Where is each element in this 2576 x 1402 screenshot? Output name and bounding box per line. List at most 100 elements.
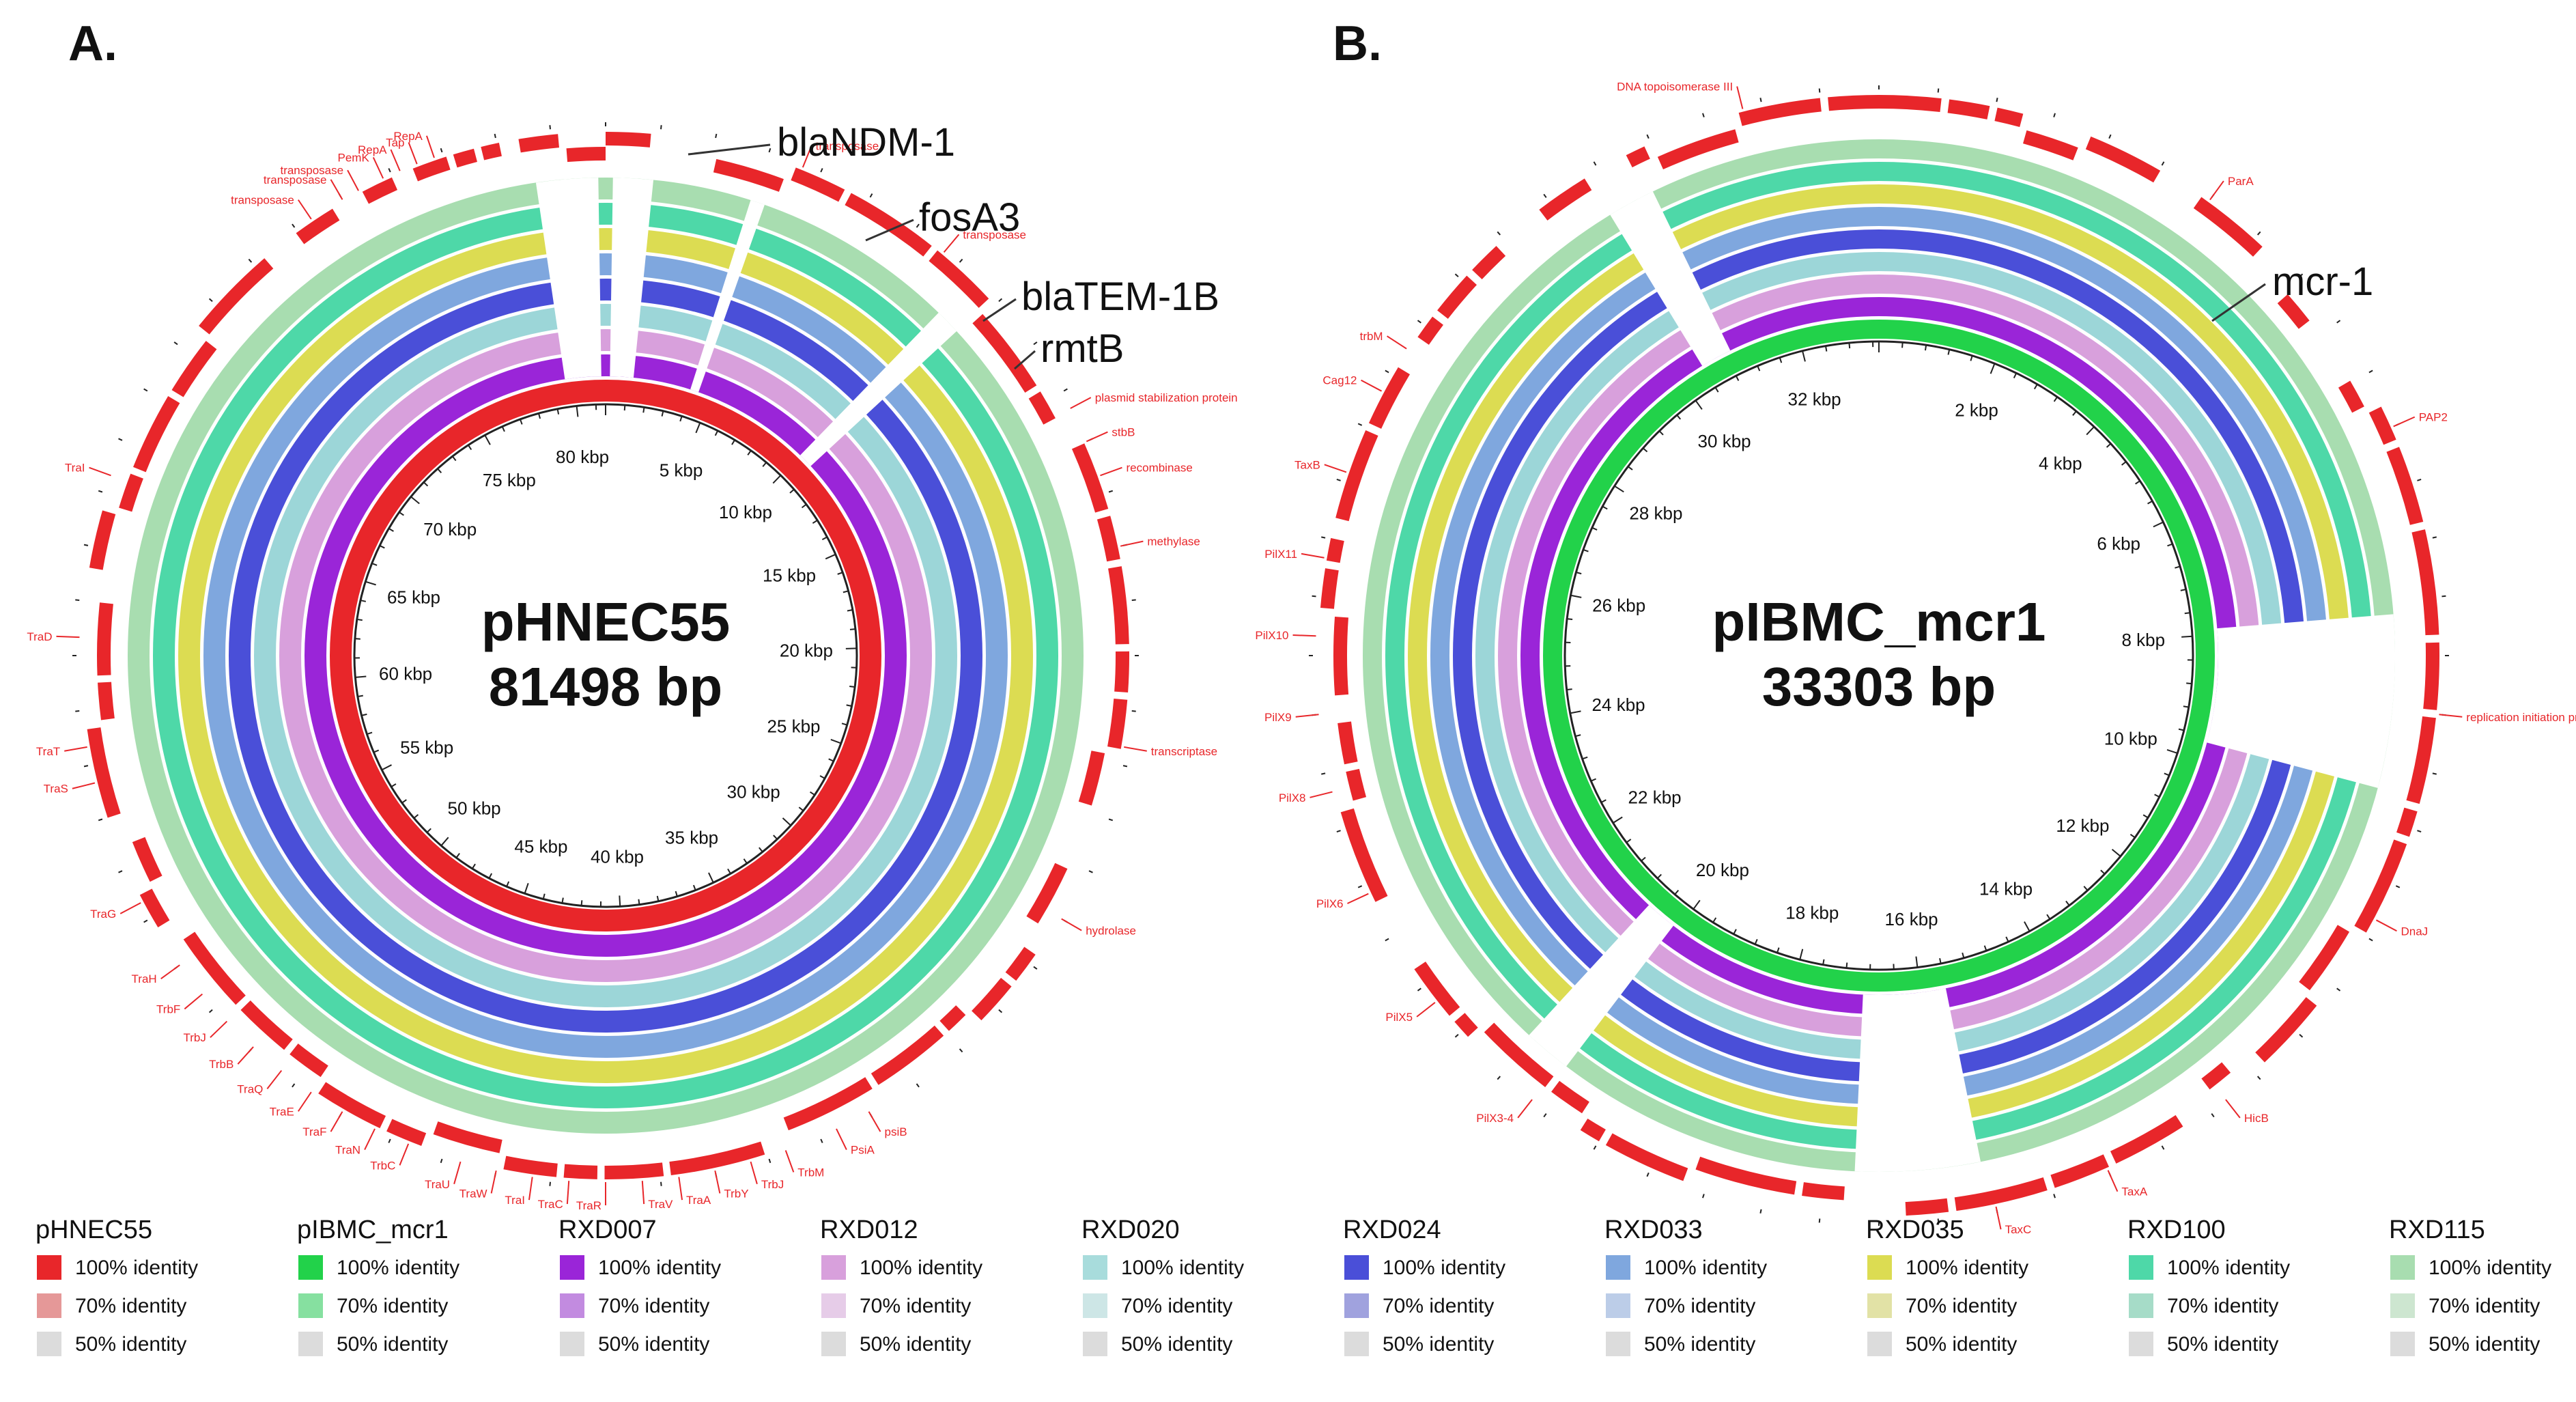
ring-separator bbox=[326, 376, 885, 935]
gene-leader bbox=[528, 1177, 533, 1201]
gene-arc bbox=[1096, 516, 1120, 562]
gene-arc bbox=[1947, 99, 1990, 120]
minor-tick bbox=[2013, 372, 2018, 378]
legend-title: RXD100 bbox=[2127, 1216, 2226, 1244]
minor-tick bbox=[2046, 914, 2051, 920]
minor-tick bbox=[819, 775, 825, 779]
outer-dot bbox=[1063, 388, 1068, 392]
panel-a-ticks: 5 kbp 10 kbp 15 kbp 20 kbp 25 kbp 30 kbp 35 kb… bbox=[353, 403, 858, 908]
outer-dot bbox=[2108, 134, 2112, 139]
outer-dot bbox=[2432, 772, 2437, 775]
minor-tick bbox=[2142, 814, 2149, 819]
ring-1 bbox=[1520, 297, 2237, 1014]
tick-label: 40 kbp bbox=[591, 847, 644, 867]
minor-tick bbox=[843, 590, 849, 593]
panel-a-rings bbox=[124, 174, 1087, 1137]
major-tick bbox=[830, 738, 842, 744]
gene-label: TraQ bbox=[237, 1082, 263, 1095]
minor-tick bbox=[846, 704, 852, 707]
minor-tick bbox=[537, 413, 541, 419]
minor-tick bbox=[642, 407, 645, 413]
gene-label: stbB bbox=[1112, 426, 1135, 439]
legend-label: 50% identity bbox=[75, 1333, 187, 1356]
minor-tick bbox=[810, 791, 815, 796]
minor-tick bbox=[1714, 387, 1719, 393]
outer-dot bbox=[1543, 193, 1547, 198]
outer-dot bbox=[98, 818, 103, 822]
panel-b-gene-labels: DNA topoisomerase III ParA trbM Cag12 TaxB Pi… bbox=[1255, 81, 2576, 1237]
ring-separator bbox=[1540, 316, 2218, 995]
gene-arc bbox=[1580, 1118, 1606, 1142]
major-tick bbox=[619, 895, 621, 907]
gene-arc bbox=[1454, 1013, 1478, 1037]
legend-row: 50% identity bbox=[1081, 1332, 1341, 1356]
minor-tick bbox=[798, 807, 804, 811]
legend-label: 70% identity bbox=[75, 1295, 187, 1317]
legend-swatch bbox=[560, 1293, 584, 1318]
gene-arc bbox=[929, 250, 989, 308]
gene-leader bbox=[2393, 416, 2416, 427]
major-tick bbox=[2166, 748, 2178, 754]
tick-label: 80 kbp bbox=[556, 447, 609, 467]
panel-a-gene-labels: transposasetransposasetransposasePemKRep… bbox=[27, 130, 1237, 1212]
legend-swatch bbox=[1083, 1293, 1107, 1318]
gene-leader bbox=[298, 199, 312, 220]
minor-tick bbox=[849, 628, 856, 630]
minor-tick bbox=[556, 408, 560, 415]
gene-leader bbox=[1295, 714, 1319, 718]
tick-label: 55 kbp bbox=[400, 738, 453, 758]
tick-label: 26 kbp bbox=[1592, 595, 1645, 616]
minor-tick bbox=[506, 881, 510, 887]
minor-tick bbox=[1583, 548, 1589, 552]
gene-leader bbox=[1324, 464, 1347, 473]
ring-2 bbox=[1498, 275, 2260, 1037]
gene-label: transposase bbox=[816, 140, 879, 153]
outer-dot bbox=[660, 1181, 662, 1186]
major-tick bbox=[1614, 485, 1624, 493]
gene-leader bbox=[1995, 1206, 2002, 1230]
gene-arc bbox=[2050, 1154, 2110, 1188]
minor-tick bbox=[401, 799, 407, 804]
outer-dot bbox=[1543, 1113, 1547, 1118]
legend-label: 70% identity bbox=[1906, 1295, 2018, 1317]
legend-group-RXD024: RXD024 100% identity 70% identity 50% ident… bbox=[1343, 1216, 1602, 1393]
gene-label: TraW bbox=[459, 1187, 487, 1200]
gene-arc bbox=[296, 208, 340, 244]
legend-row: 100% identity bbox=[1343, 1255, 1602, 1280]
gene-label: TraI bbox=[505, 1194, 525, 1207]
legend-row: 50% identity bbox=[36, 1332, 295, 1356]
outer-dot bbox=[1108, 818, 1114, 822]
minor-tick bbox=[661, 410, 664, 417]
legend-title: RXD035 bbox=[1866, 1216, 1964, 1244]
minor-tick bbox=[561, 897, 564, 903]
outer-dot bbox=[2336, 320, 2341, 324]
minor-tick bbox=[1656, 873, 1662, 879]
tick-label: 32 kbp bbox=[1788, 389, 1841, 410]
minor-tick bbox=[1600, 799, 1607, 803]
outer-dot bbox=[1417, 987, 1421, 992]
gene-arc bbox=[1337, 721, 1358, 765]
gene-label: TraN bbox=[335, 1144, 360, 1157]
panel-b-rings bbox=[1359, 136, 2398, 1175]
legend-label: 70% identity bbox=[2167, 1295, 2279, 1317]
gene-leader bbox=[1070, 397, 1092, 409]
legend-swatch bbox=[2129, 1332, 2153, 1356]
gene-label: TraA bbox=[686, 1194, 711, 1207]
gene-arc bbox=[1437, 275, 1477, 319]
legend-swatch bbox=[37, 1332, 61, 1356]
outer-dot bbox=[916, 223, 920, 228]
outer-dot bbox=[2256, 1076, 2261, 1080]
tick-label: 2 kbp bbox=[1955, 399, 1998, 420]
backbone-circle bbox=[1563, 340, 2194, 971]
minor-tick bbox=[1626, 839, 1632, 843]
outer-dot bbox=[118, 438, 123, 441]
legend-swatch bbox=[298, 1332, 323, 1356]
gene-label: recombinase bbox=[1127, 462, 1193, 475]
minor-tick bbox=[501, 426, 505, 432]
ring-5 bbox=[203, 253, 1008, 1058]
outer-dot bbox=[388, 1138, 391, 1143]
big-label-rmtB: rmtB bbox=[1041, 326, 1124, 371]
gene-label: TaxB bbox=[1294, 458, 1320, 471]
gene-leader bbox=[641, 1181, 645, 1205]
outer-dot bbox=[98, 490, 103, 493]
